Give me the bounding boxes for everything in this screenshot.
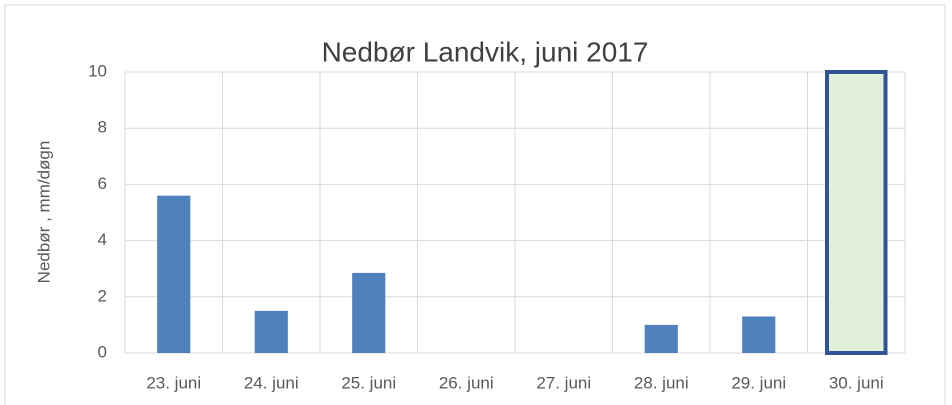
y-axis-label: Nedbør , mm/døgn	[34, 141, 53, 284]
bar	[644, 324, 678, 353]
highlight-box	[825, 70, 888, 355]
chart-border	[4, 4, 946, 405]
y-tick-label: 4	[98, 230, 107, 249]
x-tick-label: 27. juni	[536, 373, 591, 392]
bar	[157, 195, 191, 353]
y-tick-label: 8	[98, 118, 107, 137]
y-tick-label: 6	[98, 174, 107, 193]
x-tick-label: 24. juni	[244, 373, 299, 392]
x-tick-label: 29. juni	[731, 373, 786, 392]
x-tick-label: 28. juni	[634, 373, 689, 392]
bar	[254, 310, 288, 353]
x-tick-label: 23. juni	[146, 373, 201, 392]
x-tick-label: 30. juni	[829, 373, 884, 392]
bar	[742, 316, 776, 353]
bar	[352, 272, 386, 353]
chart-title: Nedbør Landvik, juni 2017	[322, 36, 649, 67]
x-tick-label: 26. juni	[439, 373, 494, 392]
y-tick-label: 0	[98, 342, 107, 361]
y-tick-label: 10	[88, 61, 107, 80]
y-tick-label: 2	[98, 286, 107, 305]
x-tick-label: 25. juni	[341, 373, 396, 392]
